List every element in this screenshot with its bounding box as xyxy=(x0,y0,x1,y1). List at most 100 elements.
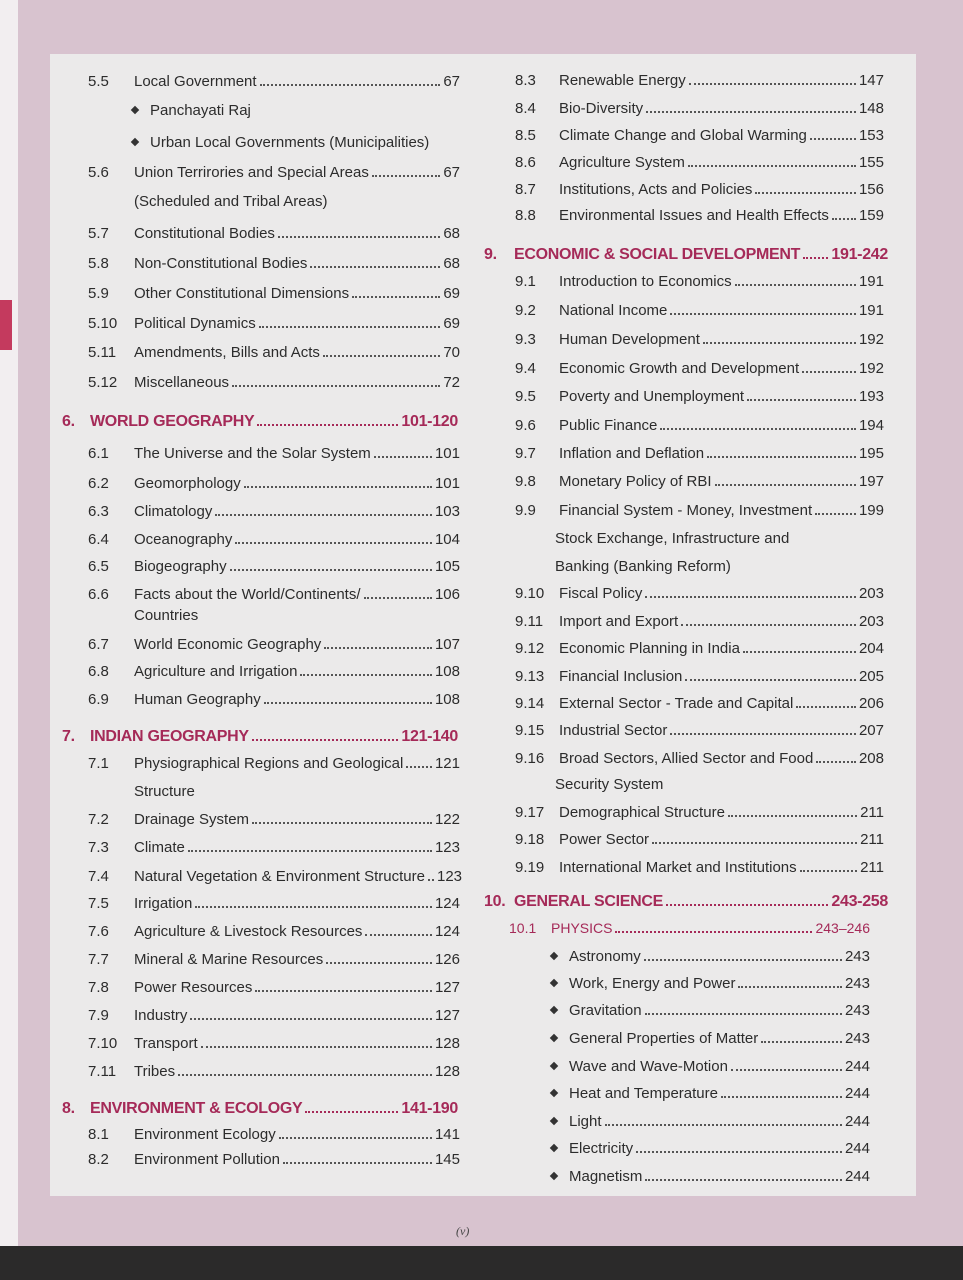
dot-leader xyxy=(363,597,432,599)
dot-leader xyxy=(235,542,432,544)
dot-leader xyxy=(277,236,441,238)
entry-title: Inflation and Deflation xyxy=(559,445,705,462)
bullet-icon xyxy=(549,1143,559,1153)
entry-number: 8.2 xyxy=(88,1151,109,1168)
entry-title: Industrial Sector xyxy=(559,722,668,739)
dot-leader xyxy=(251,739,399,741)
entry-title: Demographical Structure xyxy=(559,804,725,821)
background-surface xyxy=(0,1246,963,1280)
entry-title: Constitutional Bodies xyxy=(134,225,275,242)
dot-leader xyxy=(326,962,432,964)
entry-title: Security System xyxy=(555,776,664,793)
dot-leader xyxy=(615,931,813,933)
entry-title: Tribes xyxy=(134,1063,176,1080)
entry-page-number: 207 xyxy=(858,722,884,739)
entry-title: Climatology xyxy=(134,503,213,520)
entry-number: 6.3 xyxy=(88,503,109,520)
dot-leader xyxy=(645,596,856,598)
entry-title: Gravitation xyxy=(569,1002,642,1019)
entry-page-number: 121-140 xyxy=(401,728,458,745)
dot-leader xyxy=(190,1018,432,1020)
toc-entry: 5.10 Political Dynamics 69 xyxy=(88,315,460,335)
entry-number: 8.5 xyxy=(515,127,536,144)
bullet-icon xyxy=(549,951,559,961)
entry-page-number: 243-258 xyxy=(831,893,888,910)
entry-title: PHYSICS xyxy=(551,920,613,936)
entry-page-number: 69 xyxy=(443,315,460,332)
dot-leader xyxy=(257,424,399,426)
toc-entry: Electricity 244 xyxy=(549,1140,870,1160)
dot-leader xyxy=(215,514,432,516)
entry-title: Structure xyxy=(134,783,195,800)
entry-page-number: 141-190 xyxy=(401,1100,458,1117)
toc-entry: 7.9 Industry 127 xyxy=(88,1007,460,1027)
entry-page-number: 156 xyxy=(858,181,884,198)
dot-leader xyxy=(373,456,432,458)
dot-leader xyxy=(761,1041,842,1043)
entry-page-number: 159 xyxy=(858,207,884,224)
entry-number: 9.7 xyxy=(515,445,536,462)
entry-number: 9.8 xyxy=(515,473,536,490)
entry-title: Power Sector xyxy=(559,831,650,848)
entry-title: Panchayati Raj xyxy=(150,102,251,119)
entry-page-number: 123 xyxy=(437,868,463,885)
entry-title: Countries xyxy=(134,607,199,624)
entry-number: 8.4 xyxy=(515,100,536,117)
bullet-icon xyxy=(549,1005,559,1015)
entry-number: 6.6 xyxy=(88,586,109,603)
entry-page-number: 197 xyxy=(858,473,884,490)
entry-title: External Sector - Trade and Capital xyxy=(559,695,794,712)
entry-continuation: (Scheduled and Tribal Areas) xyxy=(134,193,327,213)
entry-number: 9.3 xyxy=(515,331,536,348)
entry-number: 9.9 xyxy=(515,502,536,519)
entry-title: Magnetism xyxy=(569,1168,643,1185)
entry-title: WORLD GEOGRAPHY xyxy=(90,413,255,430)
dot-leader xyxy=(636,1151,842,1153)
entry-page-number: 205 xyxy=(858,668,884,685)
dot-leader xyxy=(816,761,856,763)
toc-entry: 7.4 Natural Vegetation & Environment Stru… xyxy=(88,868,463,888)
entry-number: 9. xyxy=(484,246,497,263)
bullet-icon xyxy=(549,1061,559,1071)
entry-number: 6. xyxy=(62,413,75,430)
entry-title: ECONOMIC & SOCIAL DEVELOPMENT xyxy=(514,246,801,263)
entry-page-number: 122 xyxy=(434,811,460,828)
entry-title: Other Constitutional Dimensions xyxy=(134,285,350,302)
bullet-icon xyxy=(549,1116,559,1126)
entry-continuation: Countries xyxy=(134,607,198,627)
toc-entry: 6.3 Climatology 103 xyxy=(88,503,460,523)
entry-number: 7.4 xyxy=(88,868,109,885)
entry-page-number: 124 xyxy=(434,923,460,940)
dot-leader xyxy=(243,486,432,488)
entry-title: Urban Local Governments (Municipalities) xyxy=(150,134,430,151)
entry-page-number: 69 xyxy=(443,285,460,302)
entry-page-number: 101-120 xyxy=(401,413,458,430)
dot-leader xyxy=(252,822,432,824)
toc-entry: 9.15 Industrial Sector 207 xyxy=(515,722,884,742)
entry-title: Light xyxy=(569,1113,602,1130)
entry-page-number: 126 xyxy=(434,951,460,968)
entry-title: Environmental Issues and Health Effects xyxy=(559,207,829,224)
entry-number: 7.6 xyxy=(88,923,109,940)
dot-leader xyxy=(229,569,432,571)
entry-page-number: 127 xyxy=(434,979,460,996)
entry-number: 8. xyxy=(62,1100,75,1117)
entry-title: General Properties of Matter xyxy=(569,1030,759,1047)
dot-leader xyxy=(815,513,856,515)
dot-leader xyxy=(406,766,432,768)
toc-entry: 9.12 Economic Planning in India 204 xyxy=(515,640,884,660)
entry-number: 7.9 xyxy=(88,1007,109,1024)
entry-title: Economic Growth and Development xyxy=(559,360,800,377)
entry-title: Natural Vegetation & Environment Structu… xyxy=(134,868,425,885)
entry-title: ENVIRONMENT & ECOLOGY xyxy=(90,1100,303,1117)
toc-entry: 8.4 Bio-Diversity 148 xyxy=(515,100,884,120)
entry-page-number: 191-242 xyxy=(831,246,888,263)
entry-page-number: 106 xyxy=(434,586,460,603)
entry-title: Miscellaneous xyxy=(134,374,230,391)
entry-title: Monetary Policy of RBI xyxy=(559,473,712,490)
entry-number: 6.9 xyxy=(88,691,109,708)
toc-entry: 7.2 Drainage System 122 xyxy=(88,811,460,831)
toc-entry: 10.1 PHYSICS 243–246 xyxy=(509,920,870,940)
dot-leader xyxy=(300,674,432,676)
entry-continuation: Banking (Banking Reform) xyxy=(555,558,731,578)
